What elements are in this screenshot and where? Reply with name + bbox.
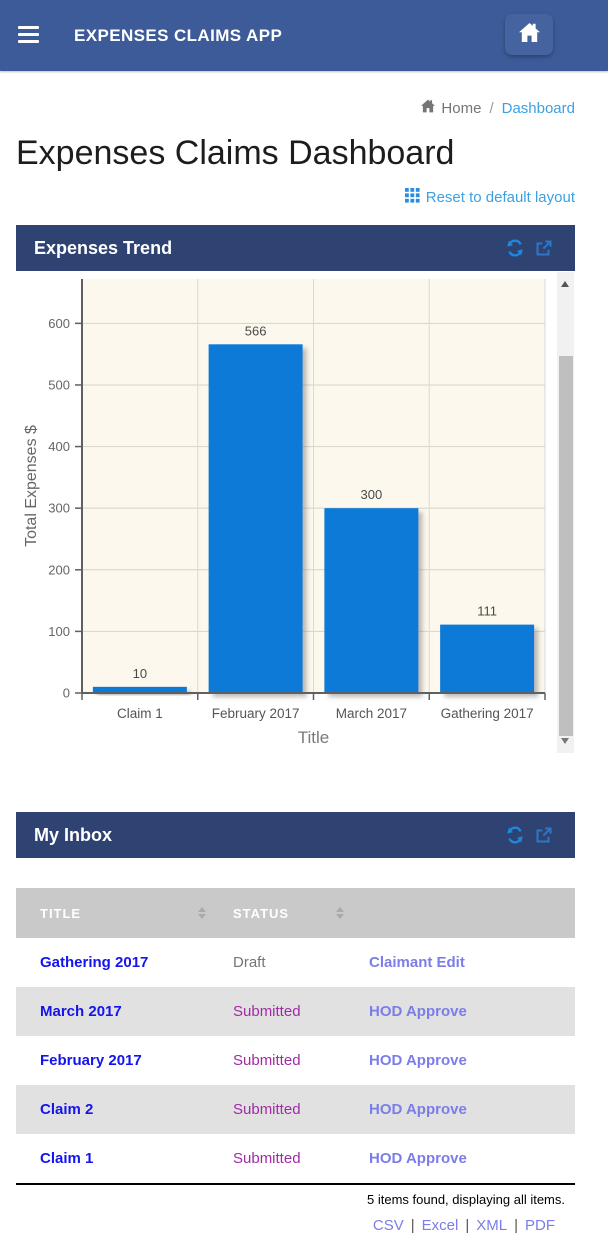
home-button[interactable] — [505, 14, 553, 55]
row-action-link[interactable]: Claimant Edit — [369, 954, 465, 971]
table-body: Gathering 2017 Draft Claimant Edit March… — [16, 938, 575, 1183]
bar-chart: 10 566 300 111 0 100 200 300 400 500 600 Claim 1 Feb… — [23, 279, 546, 747]
home-icon — [420, 99, 436, 117]
row-action-link[interactable]: HOD Approve — [369, 1003, 467, 1020]
table-row: Claim 1 Submitted HOD Approve — [16, 1134, 575, 1183]
scrollbar-down-icon[interactable] — [561, 738, 569, 744]
svg-text:Title: Title — [298, 728, 330, 747]
svg-text:500: 500 — [48, 377, 70, 392]
scrollbar-up-icon[interactable] — [561, 281, 569, 287]
export-link-pdf[interactable]: PDF — [525, 1217, 555, 1234]
reset-layout-row: Reset to default layout — [16, 188, 575, 207]
inbox-panel-header: My Inbox — [16, 812, 575, 858]
svg-text:300: 300 — [48, 501, 70, 516]
row-status: Draft — [233, 954, 266, 971]
row-title-link[interactable]: Claim 2 — [40, 1101, 94, 1118]
breadcrumb-separator: / — [489, 99, 494, 117]
breadcrumb: Home / Dashboard — [16, 99, 575, 117]
export-link-xml[interactable]: XML — [476, 1217, 508, 1234]
row-status: Submitted — [233, 1052, 301, 1069]
row-action-link[interactable]: HOD Approve — [369, 1052, 467, 1069]
svg-text:March 2017: March 2017 — [336, 706, 407, 721]
page-title: Expenses Claims Dashboard — [16, 134, 455, 172]
svg-text:0: 0 — [63, 686, 70, 701]
row-title-link[interactable]: Gathering 2017 — [40, 954, 149, 971]
breadcrumb-dashboard-link[interactable]: Dashboard — [501, 99, 575, 117]
export-links-row: CSV | Excel | XML | PDF — [16, 1207, 575, 1234]
scrollbar-thumb[interactable] — [558, 356, 573, 736]
row-status: Submitted — [233, 1101, 301, 1118]
row-title-link[interactable]: March 2017 — [40, 1003, 122, 1020]
table-header-row: TITLE STATUS — [16, 888, 575, 938]
inbox-panel-title: My Inbox — [34, 824, 113, 845]
reset-layout-label: Reset to default layout — [425, 189, 575, 206]
hamburger-menu-icon[interactable] — [18, 26, 42, 46]
refresh-icon[interactable] — [505, 239, 524, 258]
svg-text:300: 300 — [361, 487, 383, 502]
trend-panel-header: Expenses Trend — [16, 225, 575, 271]
svg-text:Claim 1: Claim 1 — [117, 706, 163, 721]
breadcrumb-home-label: Home — [441, 99, 482, 117]
home-icon — [518, 22, 541, 48]
svg-text:Gathering 2017: Gathering 2017 — [441, 706, 534, 721]
chart-scrollbar[interactable] — [557, 272, 574, 753]
row-title-link[interactable]: February 2017 — [40, 1052, 142, 1069]
popout-icon[interactable] — [534, 239, 553, 258]
refresh-icon[interactable] — [505, 826, 524, 845]
row-title-link[interactable]: Claim 1 — [40, 1150, 94, 1167]
export-link-excel[interactable]: Excel — [421, 1217, 459, 1234]
sort-icon[interactable] — [198, 907, 206, 919]
column-header-status[interactable]: STATUS — [233, 888, 369, 938]
reset-layout-link[interactable]: Reset to default layout — [404, 188, 575, 207]
table-row: February 2017 Submitted HOD Approve — [16, 1036, 575, 1085]
svg-text:200: 200 — [48, 562, 70, 577]
row-status: Submitted — [233, 1003, 301, 1020]
row-action-link[interactable]: HOD Approve — [369, 1150, 467, 1167]
export-separator: | — [465, 1217, 470, 1234]
svg-text:10: 10 — [133, 666, 147, 681]
app-title: EXPENSES CLAIMS APP — [74, 25, 283, 45]
svg-text:600: 600 — [48, 316, 70, 331]
table-footer-rule — [16, 1183, 575, 1185]
table-row: Gathering 2017 Draft Claimant Edit — [16, 938, 575, 987]
column-header-actions — [369, 888, 575, 938]
breadcrumb-home-link[interactable]: Home — [420, 99, 481, 117]
grid-icon — [404, 188, 420, 207]
row-action-link[interactable]: HOD Approve — [369, 1101, 467, 1118]
expenses-trend-chart: 10 566 300 111 0 100 200 300 400 500 600 Claim 1 Feb… — [16, 271, 575, 755]
svg-text:111: 111 — [477, 604, 497, 619]
row-status: Submitted — [233, 1150, 301, 1167]
table-row: Claim 2 Submitted HOD Approve — [16, 1085, 575, 1134]
items-summary: 5 items found, displaying all items. — [367, 1192, 565, 1207]
svg-text:February 2017: February 2017 — [212, 706, 300, 721]
svg-text:566: 566 — [245, 323, 267, 338]
svg-text:400: 400 — [48, 439, 70, 454]
popout-icon[interactable] — [534, 826, 553, 845]
export-link-csv[interactable]: CSV — [372, 1217, 404, 1234]
table-row: March 2017 Submitted HOD Approve — [16, 987, 575, 1036]
export-separator: | — [514, 1217, 518, 1234]
svg-text:100: 100 — [48, 624, 70, 639]
inbox-table: TITLE STATUS Gathering 2017 Draft Claima… — [16, 888, 575, 1234]
column-header-title[interactable]: TITLE — [16, 888, 233, 938]
sort-icon[interactable] — [336, 907, 344, 919]
top-navbar: EXPENSES CLAIMS APP — [0, 0, 608, 71]
export-separator: | — [410, 1217, 415, 1234]
trend-panel-title: Expenses Trend — [34, 237, 173, 258]
svg-text:Total Expenses $: Total Expenses $ — [23, 425, 40, 547]
